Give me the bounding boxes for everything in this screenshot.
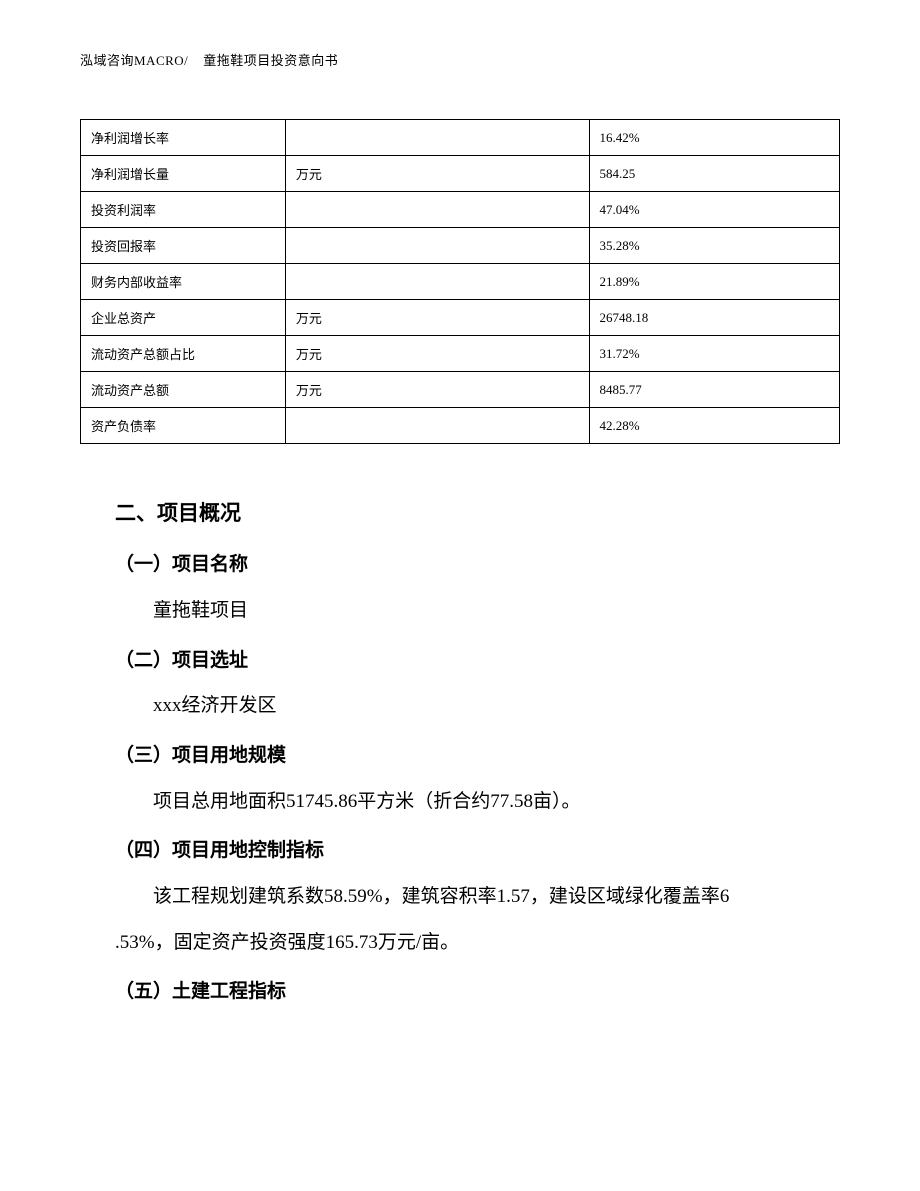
cell-label: 净利润增长率	[81, 120, 286, 156]
table-row: 投资回报率 35.28%	[81, 228, 840, 264]
cell-value: 42.28%	[589, 408, 839, 444]
body-text-4b: .53%，固定资产投资强度165.73万元/亩。	[115, 921, 805, 965]
cell-label: 流动资产总额占比	[81, 336, 286, 372]
sub-title-2: （二）项目选址	[115, 639, 805, 683]
header-right: 童拖鞋项目投资意向书	[203, 53, 338, 68]
cell-value: 31.72%	[589, 336, 839, 372]
cell-value: 47.04%	[589, 192, 839, 228]
content-body: 二、项目概况 （一）项目名称 童拖鞋项目 （二）项目选址 xxx经济开发区 （三…	[80, 489, 840, 1014]
sub-title-1: （一）项目名称	[115, 543, 805, 587]
cell-label: 投资回报率	[81, 228, 286, 264]
table-row: 净利润增长量 万元 584.25	[81, 156, 840, 192]
cell-unit: 万元	[285, 300, 589, 336]
cell-label: 流动资产总额	[81, 372, 286, 408]
table-row: 资产负债率 42.28%	[81, 408, 840, 444]
body-text-4a: 该工程规划建筑系数58.59%，建筑容积率1.57，建设区域绿化覆盖率6	[115, 875, 805, 919]
section-title-main: 二、项目概况	[115, 489, 805, 537]
cell-unit	[285, 192, 589, 228]
table-row: 净利润增长率 16.42%	[81, 120, 840, 156]
header-left: 泓域咨询MACRO/	[80, 53, 188, 68]
table-row: 投资利润率 47.04%	[81, 192, 840, 228]
financial-table: 净利润增长率 16.42% 净利润增长量 万元 584.25 投资利润率 47.…	[80, 119, 840, 444]
cell-label: 企业总资产	[81, 300, 286, 336]
sub-title-5: （五）土建工程指标	[115, 970, 805, 1014]
page-container: 泓域咨询MACRO/ 童拖鞋项目投资意向书 净利润增长率 16.42% 净利润增…	[0, 0, 920, 1191]
cell-value: 21.89%	[589, 264, 839, 300]
cell-unit	[285, 228, 589, 264]
cell-label: 资产负债率	[81, 408, 286, 444]
cell-value: 16.42%	[589, 120, 839, 156]
cell-unit	[285, 408, 589, 444]
table-row: 流动资产总额 万元 8485.77	[81, 372, 840, 408]
cell-value: 8485.77	[589, 372, 839, 408]
cell-value: 26748.18	[589, 300, 839, 336]
table-row: 流动资产总额占比 万元 31.72%	[81, 336, 840, 372]
body-text-1: 童拖鞋项目	[115, 589, 805, 633]
cell-label: 投资利润率	[81, 192, 286, 228]
sub-title-3: （三）项目用地规模	[115, 734, 805, 778]
sub-title-4: （四）项目用地控制指标	[115, 829, 805, 873]
cell-unit	[285, 120, 589, 156]
cell-unit	[285, 264, 589, 300]
cell-value: 35.28%	[589, 228, 839, 264]
cell-value: 584.25	[589, 156, 839, 192]
cell-label: 财务内部收益率	[81, 264, 286, 300]
body-text-2: xxx经济开发区	[115, 684, 805, 728]
cell-unit: 万元	[285, 336, 589, 372]
cell-unit: 万元	[285, 156, 589, 192]
table-row: 财务内部收益率 21.89%	[81, 264, 840, 300]
page-header: 泓域咨询MACRO/ 童拖鞋项目投资意向书	[80, 50, 840, 69]
cell-unit: 万元	[285, 372, 589, 408]
cell-label: 净利润增长量	[81, 156, 286, 192]
body-text-3: 项目总用地面积51745.86平方米（折合约77.58亩）。	[115, 780, 805, 824]
table-row: 企业总资产 万元 26748.18	[81, 300, 840, 336]
